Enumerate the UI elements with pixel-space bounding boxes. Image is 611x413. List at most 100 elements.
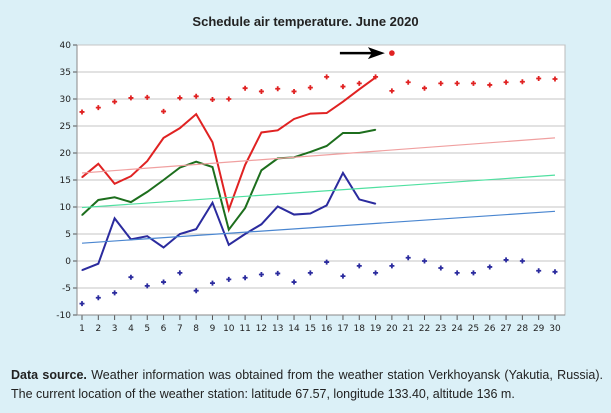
record-point xyxy=(307,270,313,276)
record-point xyxy=(454,270,460,276)
x-tick-label: 13 xyxy=(272,324,283,334)
series-point xyxy=(211,141,214,143)
series-point xyxy=(146,160,148,162)
x-tick-label: 14 xyxy=(288,324,300,334)
series-point xyxy=(309,112,311,115)
data-source-note: Data source. Weather information was obt… xyxy=(11,366,603,404)
record-point xyxy=(487,264,493,270)
x-tick-label: 5 xyxy=(144,324,150,334)
series-point xyxy=(114,183,116,185)
record-point xyxy=(307,85,313,91)
series-point xyxy=(342,172,344,174)
record-point xyxy=(242,275,248,281)
record-point xyxy=(470,80,476,86)
x-tick-label: 25 xyxy=(468,324,479,334)
record-point xyxy=(454,80,460,86)
y-tick-label: 0 xyxy=(65,257,71,267)
x-tick-label: 16 xyxy=(321,324,333,334)
x-tick-label: 24 xyxy=(451,324,463,334)
series-point xyxy=(114,217,116,219)
record-point xyxy=(275,86,281,92)
record-point xyxy=(438,80,444,86)
series-point xyxy=(81,269,83,271)
series-point xyxy=(146,191,148,193)
record-point xyxy=(95,105,101,111)
series-point xyxy=(211,202,214,204)
record-point xyxy=(324,259,330,265)
record-point xyxy=(161,279,167,285)
series-point xyxy=(195,113,197,115)
series-point xyxy=(228,244,230,246)
trend-line xyxy=(81,174,556,209)
series-point xyxy=(179,233,181,235)
record-point xyxy=(324,74,330,80)
x-tick-label: 11 xyxy=(239,324,250,334)
record-point xyxy=(503,257,509,263)
series-point xyxy=(97,163,99,165)
record-point xyxy=(258,272,264,277)
record-point xyxy=(470,270,476,276)
record-point xyxy=(389,263,395,269)
record-point xyxy=(552,76,558,82)
x-tick-label: 12 xyxy=(256,324,267,334)
series-point xyxy=(260,131,263,134)
record-point xyxy=(389,88,395,94)
note-label: Data source. xyxy=(11,368,87,382)
series-point xyxy=(179,166,181,169)
x-tick-label: 10 xyxy=(223,324,235,334)
series-point xyxy=(179,127,181,129)
trend-line xyxy=(81,137,556,174)
x-tick-label: 19 xyxy=(370,324,382,334)
series-point xyxy=(244,233,246,235)
series-point xyxy=(260,223,263,225)
record-point xyxy=(373,270,379,276)
record-point xyxy=(422,85,428,91)
x-tick-label: 8 xyxy=(193,324,199,334)
series-point xyxy=(326,145,328,147)
series-point xyxy=(211,166,214,168)
series-point xyxy=(130,201,132,203)
record-point xyxy=(405,79,411,85)
record-point xyxy=(275,270,281,276)
series-point xyxy=(228,229,230,231)
y-tick-label: 20 xyxy=(60,149,72,159)
record-point xyxy=(144,283,150,289)
x-tick-label: 30 xyxy=(549,324,561,334)
record-point xyxy=(373,74,379,80)
record-point xyxy=(422,258,428,264)
x-tick-label: 22 xyxy=(419,324,430,334)
series-point xyxy=(293,213,295,216)
series-point xyxy=(146,235,148,237)
series-point xyxy=(342,101,344,103)
series-point xyxy=(97,199,99,201)
series-point xyxy=(342,132,344,134)
series-point xyxy=(358,88,360,90)
record-point xyxy=(177,270,183,276)
series-point xyxy=(293,118,295,120)
note-text: Weather information was obtained from th… xyxy=(11,368,604,401)
x-tick-label: 4 xyxy=(128,324,134,334)
record-point xyxy=(177,95,183,101)
x-tick-label: 9 xyxy=(210,324,216,334)
record-point xyxy=(209,97,215,103)
chart-title: Schedule air temperature. June 2020 xyxy=(192,14,419,29)
record-point xyxy=(95,295,101,301)
x-tick-label: 21 xyxy=(402,324,413,334)
record-point xyxy=(536,268,542,274)
x-tick-label: 15 xyxy=(305,324,316,334)
series-point xyxy=(81,214,83,216)
y-tick-label: 30 xyxy=(60,95,72,105)
series-point xyxy=(97,263,99,265)
series-point xyxy=(358,198,360,201)
record-point xyxy=(519,258,525,264)
series-point xyxy=(130,175,132,177)
x-tick-label: 29 xyxy=(533,324,545,334)
x-tick-label: 7 xyxy=(177,324,183,334)
x-tick-label: 27 xyxy=(500,324,511,334)
record-point xyxy=(209,280,215,286)
record-point xyxy=(112,290,118,296)
record-point xyxy=(226,96,232,102)
record-point xyxy=(356,80,362,86)
record-high-point xyxy=(389,50,395,56)
